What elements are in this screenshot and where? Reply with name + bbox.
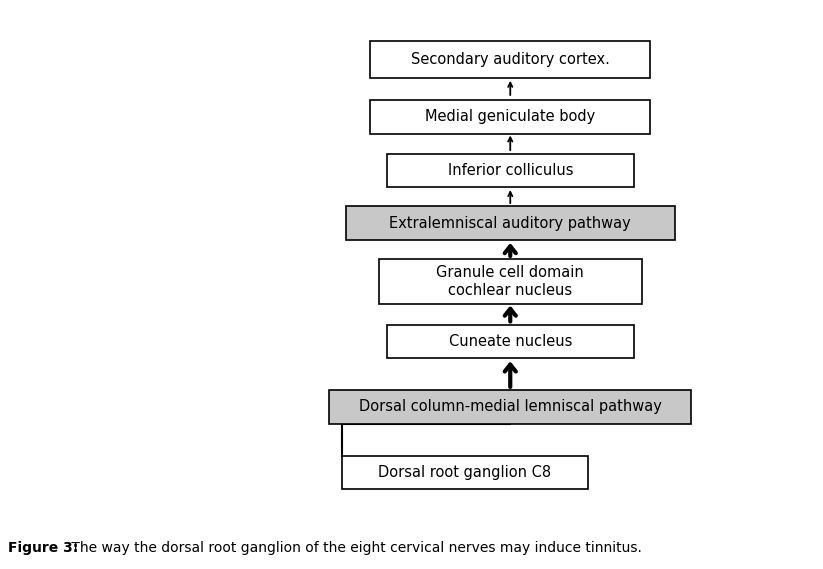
FancyBboxPatch shape	[342, 456, 588, 489]
Text: Cuneate nucleus: Cuneate nucleus	[449, 334, 572, 349]
Text: Granule cell domain
cochlear nucleus: Granule cell domain cochlear nucleus	[436, 266, 584, 298]
FancyBboxPatch shape	[379, 259, 642, 304]
FancyBboxPatch shape	[370, 100, 650, 134]
Text: Figure 3:: Figure 3:	[8, 541, 78, 555]
Text: Medial geniculate body: Medial geniculate body	[425, 109, 595, 124]
Text: Dorsal root ganglion C8: Dorsal root ganglion C8	[379, 465, 551, 480]
Text: Dorsal column-medial lemniscal pathway: Dorsal column-medial lemniscal pathway	[359, 399, 662, 414]
Text: The way the dorsal root ganglion of the eight cervical nerves may induce tinnitu: The way the dorsal root ganglion of the …	[67, 541, 643, 555]
Text: Secondary auditory cortex.: Secondary auditory cortex.	[411, 52, 610, 67]
FancyBboxPatch shape	[329, 390, 691, 424]
FancyBboxPatch shape	[387, 325, 634, 358]
Text: Inferior colliculus: Inferior colliculus	[448, 163, 573, 178]
Text: Extralemniscal auditory pathway: Extralemniscal auditory pathway	[389, 216, 631, 230]
FancyBboxPatch shape	[370, 42, 650, 78]
FancyBboxPatch shape	[346, 206, 675, 240]
FancyBboxPatch shape	[387, 154, 634, 187]
